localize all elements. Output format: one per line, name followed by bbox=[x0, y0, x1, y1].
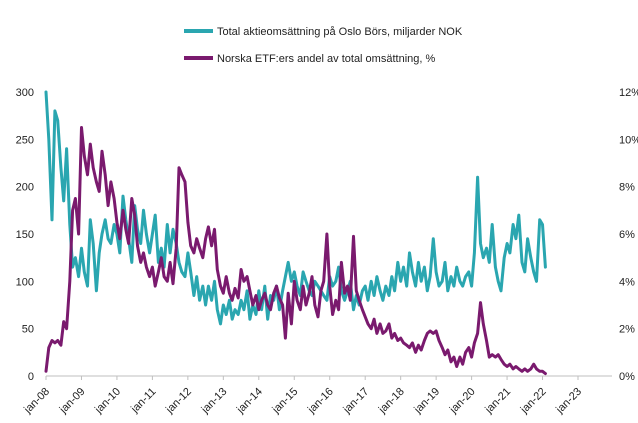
x-tick-label: jan-10 bbox=[92, 386, 123, 417]
y-left-tick-label: 250 bbox=[16, 134, 34, 146]
y-right-tick-label: 12% bbox=[619, 87, 638, 99]
x-tick-label: jan-15 bbox=[270, 386, 301, 417]
x-tick-label: jan-11 bbox=[128, 386, 158, 416]
y-right-tick-label: 6% bbox=[619, 229, 635, 241]
y-right-tick-label: 2% bbox=[619, 324, 635, 336]
y-right-tick-label: 0% bbox=[619, 371, 635, 383]
x-tick-label: jan-17 bbox=[341, 386, 372, 417]
legend: Total aktieomsättning på Oslo Börs, milj… bbox=[184, 26, 463, 65]
y-left-tick-label: 200 bbox=[16, 182, 34, 194]
x-tick-label: jan-23 bbox=[553, 386, 584, 417]
x-tick-label: jan-12 bbox=[163, 386, 194, 417]
y-left-tick-label: 50 bbox=[22, 324, 34, 336]
series-line-2 bbox=[44, 126, 547, 376]
legend-label-series-2: Norska ETF:ers andel av total omsättning… bbox=[217, 53, 435, 65]
x-tick-label: jan-19 bbox=[411, 386, 442, 417]
x-tick-label: jan-22 bbox=[518, 386, 549, 417]
y-right-tick-label: 10% bbox=[619, 134, 638, 146]
x-tick-label: jan-08 bbox=[21, 386, 52, 417]
y-right-tick-label: 4% bbox=[619, 276, 635, 288]
x-tick-label: jan-16 bbox=[305, 386, 336, 417]
y-left-tick-label: 0 bbox=[28, 371, 34, 383]
y-axis-right: 0% 2% 4% 6% 8% 10% 12% bbox=[619, 87, 638, 383]
x-tick-label: jan-18 bbox=[376, 386, 407, 417]
y-axis-left: 0 50 100 150 200 250 300 bbox=[16, 87, 34, 383]
legend-label-series-1: Total aktieomsättning på Oslo Börs, milj… bbox=[217, 26, 463, 38]
x-axis: jan-08 jan-09 jan-10 jan-11 jan-12 jan-13 jan-… bbox=[21, 376, 584, 416]
x-tick-label: jan-09 bbox=[57, 386, 88, 417]
x-tick-label: jan-21 bbox=[482, 386, 513, 417]
plot-area bbox=[44, 90, 547, 376]
y-left-tick-label: 100 bbox=[16, 276, 34, 288]
x-tick-label: jan-14 bbox=[234, 386, 265, 417]
x-tick-label: jan-13 bbox=[199, 386, 230, 417]
y-left-tick-label: 300 bbox=[16, 87, 34, 99]
y-left-tick-label: 150 bbox=[16, 229, 34, 241]
x-tick-label: jan-20 bbox=[447, 386, 478, 417]
y-right-tick-label: 8% bbox=[619, 182, 635, 194]
